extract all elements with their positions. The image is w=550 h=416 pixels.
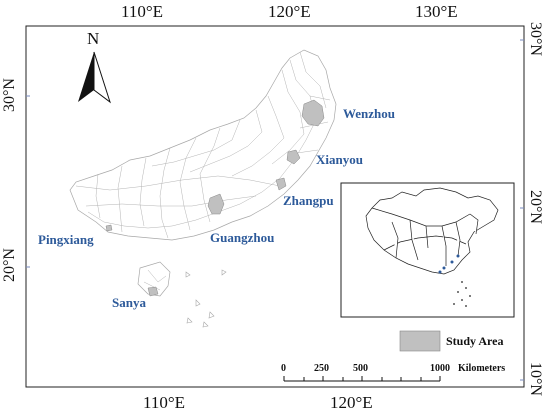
site-label-pingxiang: Pingxiang — [38, 232, 94, 247]
study-area-pingxiang — [105, 224, 113, 232]
islands — [185, 269, 227, 328]
county-boundaries — [69, 49, 337, 297]
left-tick-30n: 30°N — [0, 78, 18, 112]
legend-label: Study Area — [446, 334, 504, 348]
bottom-tick-120: 120°E — [330, 393, 373, 412]
county-mesh — [75, 51, 331, 291]
inset-islands — [453, 281, 471, 307]
scale-unit: Kilometers — [458, 363, 506, 374]
north-label: N — [87, 29, 100, 48]
graticule-ticks — [26, 39, 524, 381]
site-label-guangzhou: Guangzhou — [210, 230, 275, 245]
study-areas — [105, 99, 325, 297]
site-label-zhangpu: Zhangpu — [283, 193, 334, 208]
left-tick-20n: 20°N — [0, 248, 18, 282]
right-tick-30n: 30°N — [526, 22, 544, 56]
top-tick-130: 130°E — [415, 2, 458, 21]
site-label-wenzhou: Wenzhou — [343, 106, 396, 121]
site-label-sanya: Sanya — [112, 295, 146, 310]
north-arrow-icon — [78, 51, 111, 104]
inset-china-map — [365, 187, 499, 275]
top-tick-110: 110°E — [121, 2, 164, 21]
legend-swatch — [399, 330, 441, 352]
study-area-xianyou — [286, 149, 301, 165]
right-tick-10n: 10°N — [526, 362, 544, 396]
scale-tick-250: 250 — [314, 363, 329, 374]
scale-tick-500: 500 — [353, 363, 368, 374]
study-area-guangzhou — [207, 193, 225, 215]
scale-tick-0: 0 — [281, 363, 286, 374]
scale-tick-1000: 1000 — [430, 363, 450, 374]
study-area-wenzhou — [301, 99, 325, 127]
map-frame — [25, 25, 525, 388]
inset-study-areas — [438, 254, 460, 274]
study-area-zhangpu — [275, 177, 287, 191]
top-tick-120: 120°E — [268, 2, 311, 21]
site-label-xianyou: Xianyou — [316, 152, 363, 167]
bottom-tick-110: 110°E — [143, 393, 186, 412]
study-area-sanya — [147, 286, 159, 297]
scale-bar — [283, 376, 441, 382]
right-tick-20n: 20°N — [526, 190, 544, 224]
